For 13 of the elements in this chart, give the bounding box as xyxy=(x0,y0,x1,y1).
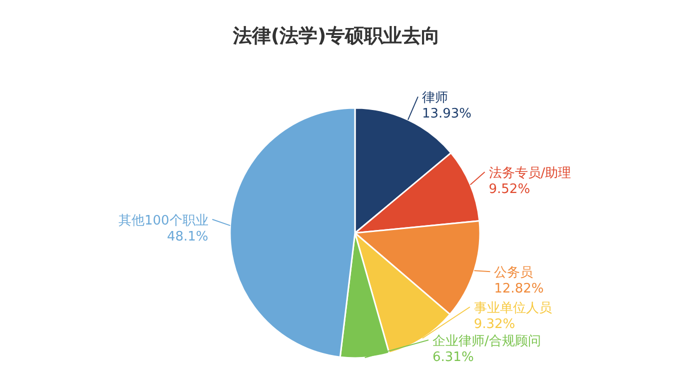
slice-label: 法务专员/助理 xyxy=(488,166,572,182)
slice-label: 律师 xyxy=(422,90,448,106)
data-label: 13.93% xyxy=(422,106,472,122)
slice-label: 公务员 xyxy=(494,266,534,281)
chart-title: 法律(法学)专硕职业去向 xyxy=(232,25,440,47)
data-label: 12.82% xyxy=(494,282,544,297)
slice-label: 企业律师/合规顾问 xyxy=(432,334,541,349)
data-label: 48.1% xyxy=(166,229,208,244)
data-label: 9.32% xyxy=(474,317,516,332)
slice-label: 其他100个职业 xyxy=(118,213,208,228)
slice-label: 事业单位人员 xyxy=(474,301,552,316)
data-label: 9.52% xyxy=(488,182,530,198)
data-label: 6.31% xyxy=(432,350,474,365)
